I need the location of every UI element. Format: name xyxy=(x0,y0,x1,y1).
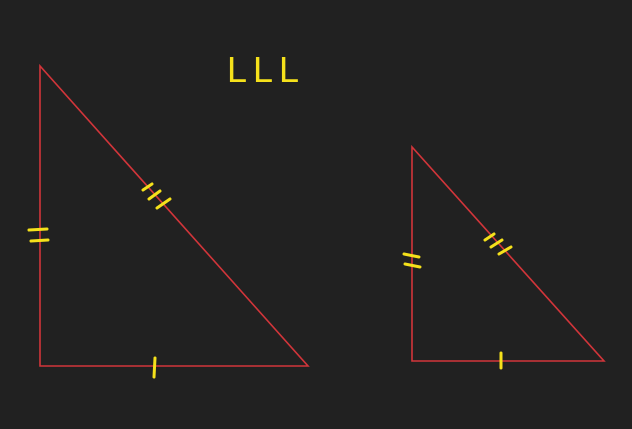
ticks-small xyxy=(402,232,513,370)
ticks-large xyxy=(27,182,172,379)
tick-triple xyxy=(483,232,513,256)
tick-double xyxy=(402,252,422,269)
tick-double xyxy=(27,227,50,243)
title: LLL xyxy=(227,49,305,90)
tick-triple xyxy=(141,182,172,210)
triangle-small xyxy=(411,144,606,362)
triangle-large xyxy=(39,63,310,367)
tick-single xyxy=(152,356,157,379)
